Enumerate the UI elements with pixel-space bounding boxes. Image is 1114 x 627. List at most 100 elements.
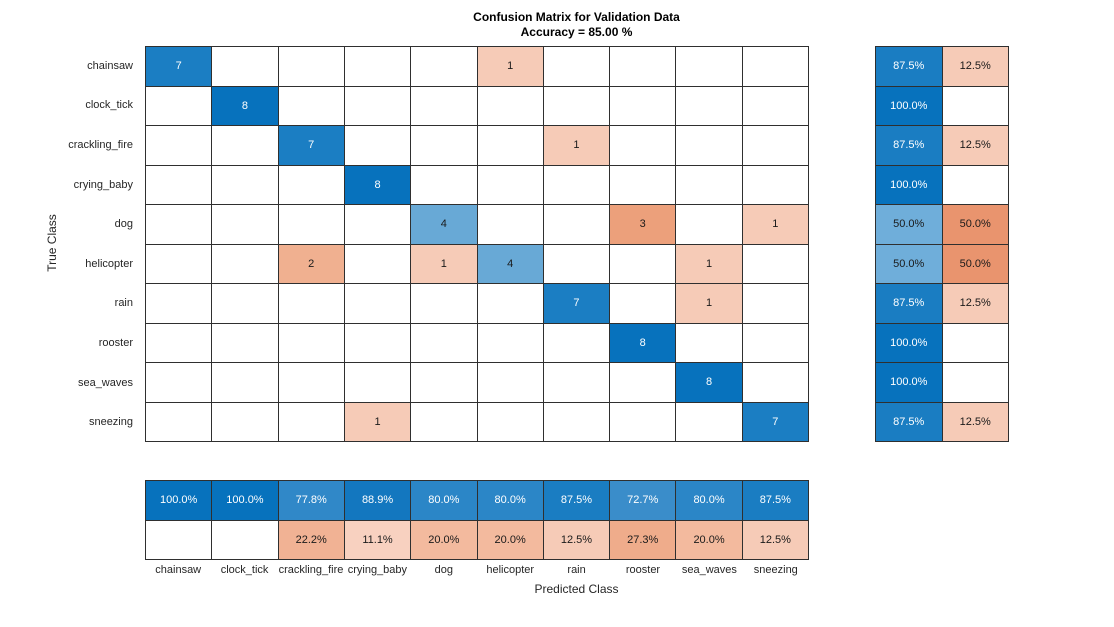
matrix-cell-empty (411, 363, 478, 403)
row-summary-cell: 100.0% (876, 323, 943, 363)
row-summary-cell: 50.0% (876, 205, 943, 245)
matrix-cell-empty (676, 402, 743, 442)
matrix-cell-empty (411, 126, 478, 166)
col-summary-cell: 77.8% (278, 481, 345, 521)
col-summary-cell: 87.5% (742, 481, 809, 521)
matrix-cell-empty (344, 126, 412, 166)
row-summary-cell-empty (942, 363, 1009, 403)
chart-title: Confusion Matrix for Validation Data (473, 10, 680, 24)
chart-title-block: Confusion Matrix for Validation Data Acc… (145, 10, 1008, 40)
y-tick-label: helicopter (85, 257, 133, 270)
matrix-cell-empty (146, 205, 213, 245)
matrix-cell-empty (411, 323, 478, 363)
row-summary-cell-empty (942, 165, 1009, 205)
matrix-cell-empty (212, 363, 279, 403)
matrix-cell-empty (278, 402, 345, 442)
row-summary-cell: 50.0% (876, 244, 943, 284)
matrix-cell-empty (543, 323, 611, 363)
matrix-cell-empty (146, 126, 213, 166)
matrix-cell-empty (676, 323, 743, 363)
matrix-cell-empty (610, 47, 677, 87)
matrix-cell-empty (477, 126, 544, 166)
matrix-cell-empty (543, 402, 611, 442)
col-summary-cell-empty (212, 520, 279, 560)
matrix-cell-empty (610, 363, 677, 403)
row-summary-cell: 100.0% (876, 86, 943, 126)
matrix-cell-empty (212, 126, 279, 166)
matrix-cell-empty (742, 323, 809, 363)
matrix-cell-empty (344, 47, 412, 87)
matrix-cell-empty (278, 323, 345, 363)
y-tick-label: rooster (98, 336, 133, 349)
col-summary-cell: 11.1% (344, 520, 412, 560)
matrix-cell-empty (543, 244, 611, 284)
row-summary-cell: 12.5% (942, 284, 1009, 324)
row-summary-cell: 100.0% (876, 363, 943, 403)
y-tick-label: dog (114, 218, 133, 231)
matrix-cell-empty (610, 86, 677, 126)
row-summary-cell: 12.5% (942, 402, 1009, 442)
matrix-cell-empty (477, 284, 544, 324)
matrix-cell: 1 (676, 284, 743, 324)
col-summary-cell: 12.5% (742, 520, 809, 560)
matrix-cell-empty (146, 323, 213, 363)
x-tick-label: crying_baby (347, 564, 408, 576)
matrix-cell-empty (344, 86, 412, 126)
y-tick-label: rain (114, 297, 133, 310)
matrix-cell-empty (742, 284, 809, 324)
matrix-cell-empty (610, 284, 677, 324)
x-tick-label: sneezing (753, 564, 798, 576)
row-summary-cell: 87.5% (876, 402, 943, 442)
matrix-cell-empty (278, 205, 345, 245)
matrix-cell-empty (411, 284, 478, 324)
matrix-cell: 4 (411, 205, 478, 245)
matrix-cell-empty (742, 363, 809, 403)
matrix-cell: 1 (676, 244, 743, 284)
row-summary-cell: 100.0% (876, 165, 943, 205)
matrix-cell-empty (278, 363, 345, 403)
y-tick-label: sea_waves (77, 376, 133, 389)
matrix-cell: 3 (610, 205, 677, 245)
matrix-cell-empty (146, 284, 213, 324)
x-tick-label: sea_waves (681, 564, 737, 576)
matrix-cell-empty (278, 47, 345, 87)
matrix-cell-empty (477, 165, 544, 205)
col-summary-cell: 87.5% (543, 481, 611, 521)
y-tick-labels: chainsaw clock_tick crackling_fire crying_b… (0, 46, 139, 442)
matrix-cell-empty (742, 165, 809, 205)
col-summary-cell-empty (146, 520, 213, 560)
matrix-cell-empty (212, 402, 279, 442)
col-summary-cell: 80.0% (676, 481, 743, 521)
x-tick-label: dog (434, 564, 453, 576)
x-tick-label: clock_tick (220, 564, 269, 576)
col-summary-cell: 80.0% (411, 481, 478, 521)
matrix-cell-empty (212, 284, 279, 324)
matrix-cell-empty (676, 165, 743, 205)
matrix-cell-empty (477, 205, 544, 245)
matrix-cell-empty (212, 47, 279, 87)
col-summary-cell: 12.5% (543, 520, 611, 560)
matrix-cell-empty (543, 363, 611, 403)
col-summary-cell: 20.0% (411, 520, 478, 560)
matrix-cell-empty (212, 244, 279, 284)
matrix-cell-empty (146, 244, 213, 284)
x-tick-label: helicopter (486, 564, 535, 576)
matrix-cell-empty (610, 126, 677, 166)
matrix-cell: 7 (543, 284, 611, 324)
col-summary-cell: 100.0% (212, 481, 279, 521)
y-tick-label: chainsaw (87, 59, 133, 72)
matrix-cell-empty (676, 47, 743, 87)
col-summary-cell: 88.9% (344, 481, 412, 521)
matrix-cell-empty (212, 323, 279, 363)
y-tick-label: sneezing (88, 416, 133, 429)
matrix-cell-empty (676, 126, 743, 166)
matrix-cell-empty (278, 284, 345, 324)
y-tick-label: crying_baby (73, 178, 133, 191)
row-summary-cell: 12.5% (942, 47, 1009, 87)
matrix-cell-empty (146, 363, 213, 403)
matrix-cell: 8 (344, 165, 412, 205)
matrix-cell: 8 (676, 363, 743, 403)
row-summary-cell: 50.0% (942, 244, 1009, 284)
